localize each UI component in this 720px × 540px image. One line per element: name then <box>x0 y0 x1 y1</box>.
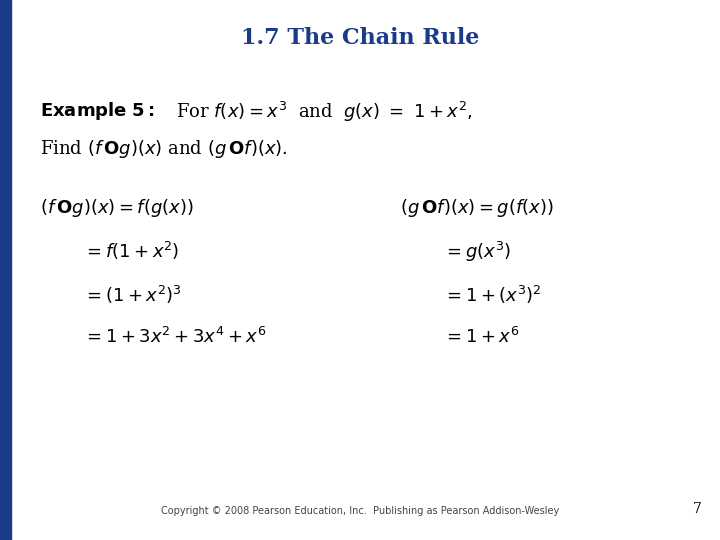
Text: $\bf{Example\ 5:}$: $\bf{Example\ 5:}$ <box>40 100 155 122</box>
Text: $=(1+x^{2})^{3}$: $=(1+x^{2})^{3}$ <box>83 284 181 306</box>
Text: Find $(f\,\mathbf{O}g)(x)$ and $(g\,\mathbf{O}f)(x).$: Find $(f\,\mathbf{O}g)(x)$ and $(g\,\mat… <box>40 138 287 160</box>
Text: Copyright © 2008 Pearson Education, Inc.  Publishing as Pearson Addison-Wesley: Copyright © 2008 Pearson Education, Inc.… <box>161 505 559 516</box>
Text: 7: 7 <box>693 502 702 516</box>
Bar <box>0 0 11 540</box>
Text: $=g(x^{3})$: $=g(x^{3})$ <box>443 240 510 265</box>
Text: $(g\,\mathbf{O}f)(x)=g(f(x))$: $(g\,\mathbf{O}f)(x)=g(f(x))$ <box>400 197 554 219</box>
Text: 1.7 The Chain Rule: 1.7 The Chain Rule <box>240 27 480 49</box>
Text: For $f(x)=x^{3}$  and  $g(x)\ =\ 1+x^{2},$: For $f(x)=x^{3}$ and $g(x)\ =\ 1+x^{2},$ <box>176 100 473 124</box>
Text: $=1+(x^{3})^{2}$: $=1+(x^{3})^{2}$ <box>443 284 541 306</box>
Text: $=1+3x^{2}+3x^{4}+x^{6}$: $=1+3x^{2}+3x^{4}+x^{6}$ <box>83 327 266 347</box>
Text: $=f(1+x^{2})$: $=f(1+x^{2})$ <box>83 240 179 262</box>
Text: $=1+x^{6}$: $=1+x^{6}$ <box>443 327 519 347</box>
Text: $(f\,\mathbf{O}g)(x)=f(g(x))$: $(f\,\mathbf{O}g)(x)=f(g(x))$ <box>40 197 194 219</box>
